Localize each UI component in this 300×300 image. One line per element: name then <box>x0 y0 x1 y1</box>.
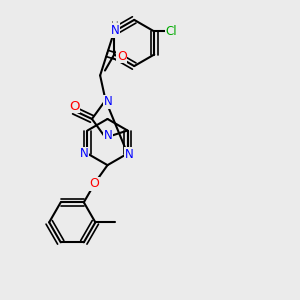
Text: H: H <box>111 21 119 31</box>
Text: N: N <box>79 147 87 160</box>
Text: O: O <box>89 177 99 190</box>
Text: O: O <box>69 100 80 112</box>
Text: N: N <box>103 129 112 142</box>
Text: N: N <box>80 147 88 160</box>
Text: N: N <box>111 24 119 37</box>
Text: Cl: Cl <box>166 25 178 38</box>
Text: O: O <box>117 50 127 63</box>
Text: N: N <box>124 148 134 161</box>
Text: N: N <box>103 95 112 108</box>
